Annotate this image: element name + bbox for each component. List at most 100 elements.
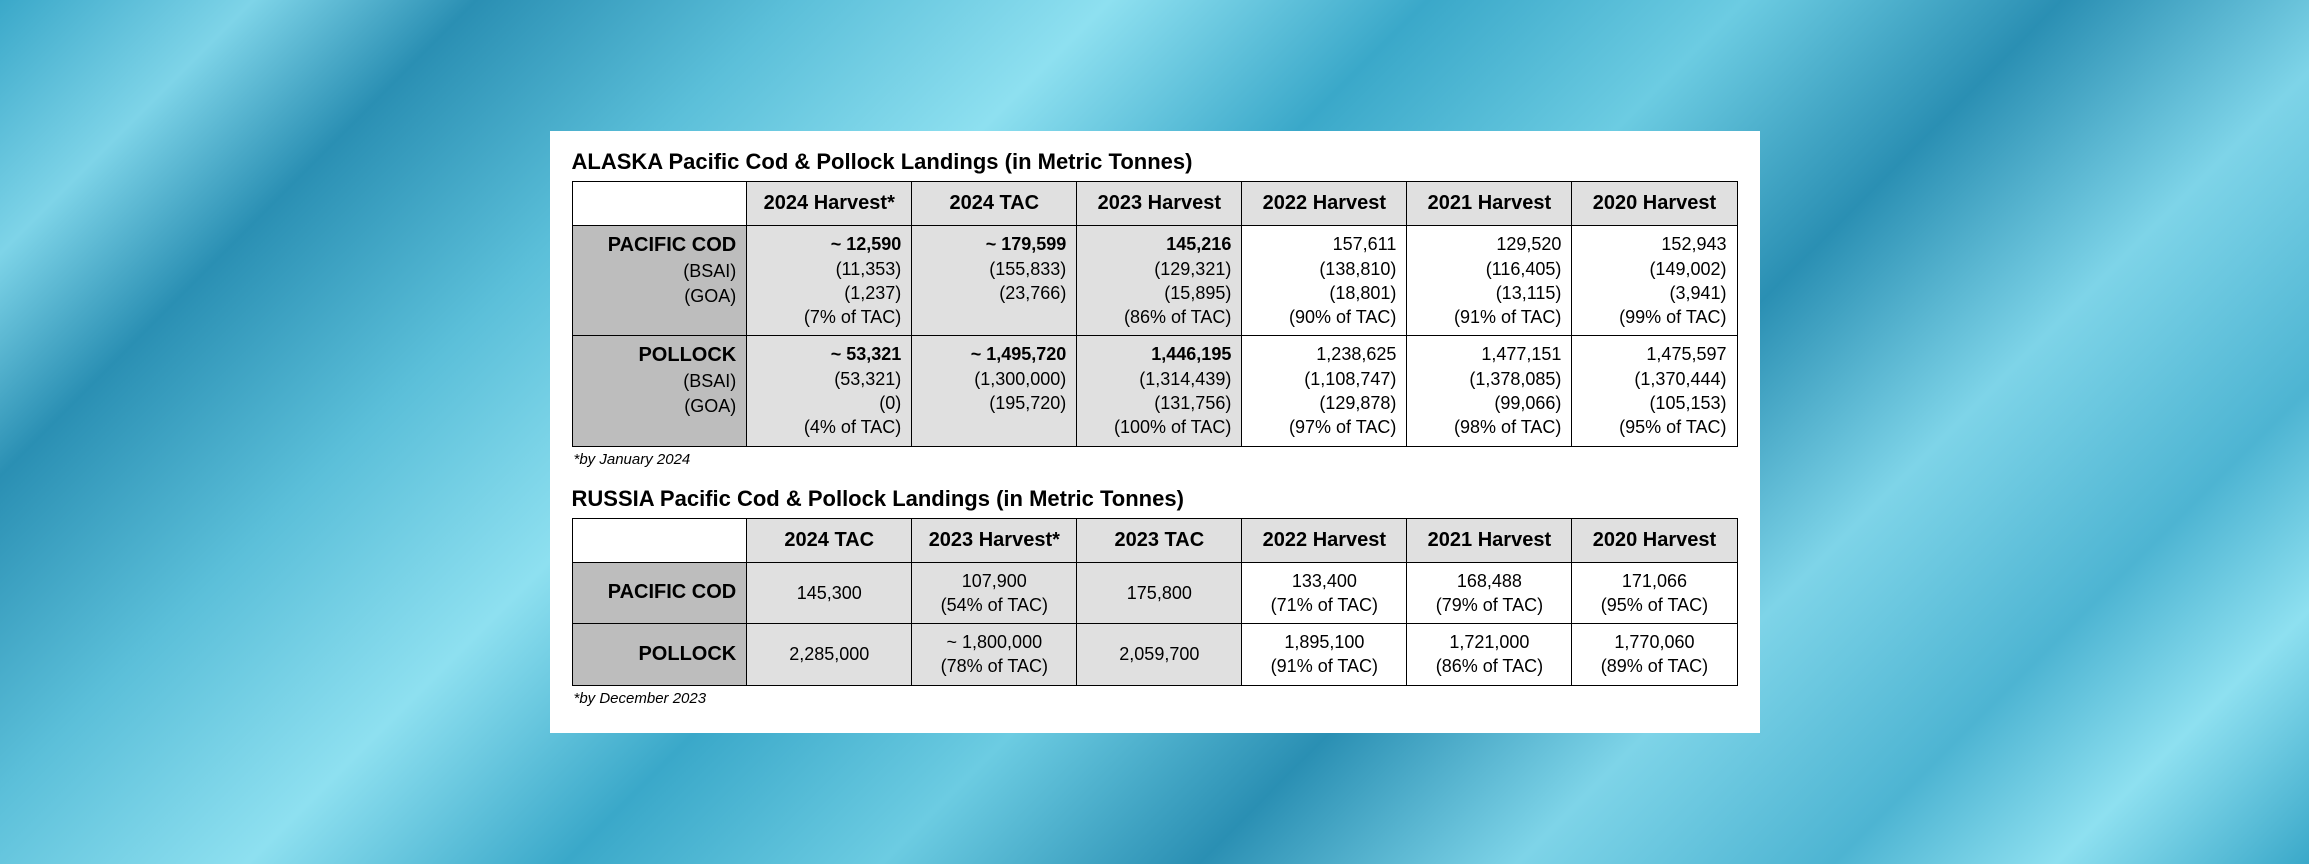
region-sublabel: (BSAI)	[583, 369, 737, 393]
cell-pct: (91% of TAC)	[1417, 305, 1561, 329]
data-cell: ~ 53,321(53,321)(0)(4% of TAC)	[747, 336, 912, 446]
data-cell: 145,216(129,321)(15,895)(86% of TAC)	[1077, 226, 1242, 336]
alaska-col-1: 2024 TAC	[912, 182, 1077, 226]
russia-col-2: 2023 TAC	[1077, 518, 1242, 562]
russia-col-1: 2023 Harvest*	[912, 518, 1077, 562]
data-cell: 145,300	[747, 562, 912, 624]
data-cell: 168,488(79% of TAC)	[1407, 562, 1572, 624]
data-cell: 1,238,625(1,108,747)(129,878)(97% of TAC…	[1242, 336, 1407, 446]
cell-sub: (116,405)	[1417, 257, 1561, 281]
cell-sub: (0)	[757, 391, 901, 415]
cell-sub: (105,153)	[1582, 391, 1726, 415]
cell-total: 1,238,625	[1252, 342, 1396, 366]
data-cell: 157,611(138,810)(18,801)(90% of TAC)	[1242, 226, 1407, 336]
cell-total: ~ 1,495,720	[922, 342, 1066, 366]
cell-total: ~ 12,590	[757, 232, 901, 256]
cell-pct: (86% of TAC)	[1417, 654, 1561, 678]
data-cell: 1,721,000(86% of TAC)	[1407, 624, 1572, 686]
data-cell: 1,770,060(89% of TAC)	[1572, 624, 1737, 686]
cell-total: 175,800	[1087, 581, 1231, 605]
row-header: POLLOCK	[572, 624, 747, 686]
region-sublabel: (GOA)	[583, 284, 737, 308]
species-label: POLLOCK	[583, 342, 737, 369]
cell-total: 152,943	[1582, 232, 1726, 256]
cell-sub: (11,353)	[757, 257, 901, 281]
data-cell: 1,477,151(1,378,085)(99,066)(98% of TAC)	[1407, 336, 1572, 446]
alaska-col-2: 2023 Harvest	[1077, 182, 1242, 226]
data-cell: 1,895,100(91% of TAC)	[1242, 624, 1407, 686]
cell-sub: (1,108,747)	[1252, 367, 1396, 391]
cell-pct: (95% of TAC)	[1582, 593, 1726, 617]
species-label: PACIFIC COD	[583, 579, 737, 606]
cell-pct: (90% of TAC)	[1252, 305, 1396, 329]
cell-pct: (4% of TAC)	[757, 415, 901, 439]
russia-col-0: 2024 TAC	[747, 518, 912, 562]
data-cell: ~ 1,495,720(1,300,000)(195,720)	[912, 336, 1077, 446]
table-row: PACIFIC COD 145,300 107,900(54% of TAC) 175…	[572, 562, 1737, 624]
russia-table: 2024 TAC 2023 Harvest* 2023 TAC 2022 Har…	[572, 518, 1738, 686]
species-label: POLLOCK	[583, 641, 737, 668]
table-row: PACIFIC COD(BSAI)(GOA)~ 12,590(11,353)(1…	[572, 226, 1737, 336]
cell-sub: (1,300,000)	[922, 367, 1066, 391]
data-cell: 2,059,700	[1077, 624, 1242, 686]
cell-sub: (155,833)	[922, 257, 1066, 281]
cell-pct: (95% of TAC)	[1582, 415, 1726, 439]
cell-sub: (15,895)	[1087, 281, 1231, 305]
cell-pct: (54% of TAC)	[922, 593, 1066, 617]
russia-corner-cell	[572, 518, 747, 562]
cell-sub: (129,321)	[1087, 257, 1231, 281]
data-cell: 175,800	[1077, 562, 1242, 624]
alaska-title: ALASKA Pacific Cod & Pollock Landings (i…	[572, 149, 1738, 175]
cell-total: 145,216	[1087, 232, 1231, 256]
cell-sub: (149,002)	[1582, 257, 1726, 281]
cell-total: 145,300	[757, 581, 901, 605]
table-row: POLLOCK 2,285,000~ 1,800,000(78% of TAC) 2…	[572, 624, 1737, 686]
cell-sub: (1,237)	[757, 281, 901, 305]
russia-header-row: 2024 TAC 2023 Harvest* 2023 TAC 2022 Har…	[572, 518, 1737, 562]
cell-total: 1,446,195	[1087, 342, 1231, 366]
cell-total: 1,895,100	[1252, 630, 1396, 654]
cell-sub: (23,766)	[922, 281, 1066, 305]
cell-pct: (86% of TAC)	[1087, 305, 1231, 329]
cell-pct: (98% of TAC)	[1417, 415, 1561, 439]
data-cell: ~ 179,599(155,833)(23,766)	[912, 226, 1077, 336]
cell-total: 171,066	[1582, 569, 1726, 593]
cell-pct: (89% of TAC)	[1582, 654, 1726, 678]
cell-total: 157,611	[1252, 232, 1396, 256]
row-header: PACIFIC COD(BSAI)(GOA)	[572, 226, 747, 336]
alaska-col-3: 2022 Harvest	[1242, 182, 1407, 226]
alaska-col-4: 2021 Harvest	[1407, 182, 1572, 226]
cell-total: 2,059,700	[1087, 642, 1231, 666]
cell-total: 129,520	[1417, 232, 1561, 256]
data-cell: 133,400(71% of TAC)	[1242, 562, 1407, 624]
cell-sub: (13,115)	[1417, 281, 1561, 305]
region-sublabel: (BSAI)	[583, 259, 737, 283]
region-sublabel: (GOA)	[583, 394, 737, 418]
cell-sub: (138,810)	[1252, 257, 1396, 281]
cell-pct: (7% of TAC)	[757, 305, 901, 329]
alaska-corner-cell	[572, 182, 747, 226]
alaska-col-0: 2024 Harvest*	[747, 182, 912, 226]
cell-pct: (91% of TAC)	[1252, 654, 1396, 678]
cell-sub: (1,378,085)	[1417, 367, 1561, 391]
cell-sub: (1,314,439)	[1087, 367, 1231, 391]
cell-sub: (131,756)	[1087, 391, 1231, 415]
row-header: POLLOCK(BSAI)(GOA)	[572, 336, 747, 446]
alaska-col-5: 2020 Harvest	[1572, 182, 1737, 226]
document-sheet: ALASKA Pacific Cod & Pollock Landings (i…	[550, 131, 1760, 733]
russia-col-3: 2022 Harvest	[1242, 518, 1407, 562]
cell-pct: (71% of TAC)	[1252, 593, 1396, 617]
cell-total: 107,900	[922, 569, 1066, 593]
table-row: POLLOCK(BSAI)(GOA)~ 53,321(53,321)(0)(4%…	[572, 336, 1737, 446]
russia-col-5: 2020 Harvest	[1572, 518, 1737, 562]
data-cell: 2,285,000	[747, 624, 912, 686]
data-cell: ~ 1,800,000(78% of TAC)	[912, 624, 1077, 686]
cell-sub: (129,878)	[1252, 391, 1396, 415]
data-cell: 129,520(116,405)(13,115)(91% of TAC)	[1407, 226, 1572, 336]
data-cell: 1,475,597(1,370,444)(105,153)(95% of TAC…	[1572, 336, 1737, 446]
cell-total: ~ 1,800,000	[922, 630, 1066, 654]
alaska-footnote: *by January 2024	[574, 451, 1738, 468]
row-header: PACIFIC COD	[572, 562, 747, 624]
alaska-header-row: 2024 Harvest* 2024 TAC 2023 Harvest 2022…	[572, 182, 1737, 226]
cell-pct: (100% of TAC)	[1087, 415, 1231, 439]
